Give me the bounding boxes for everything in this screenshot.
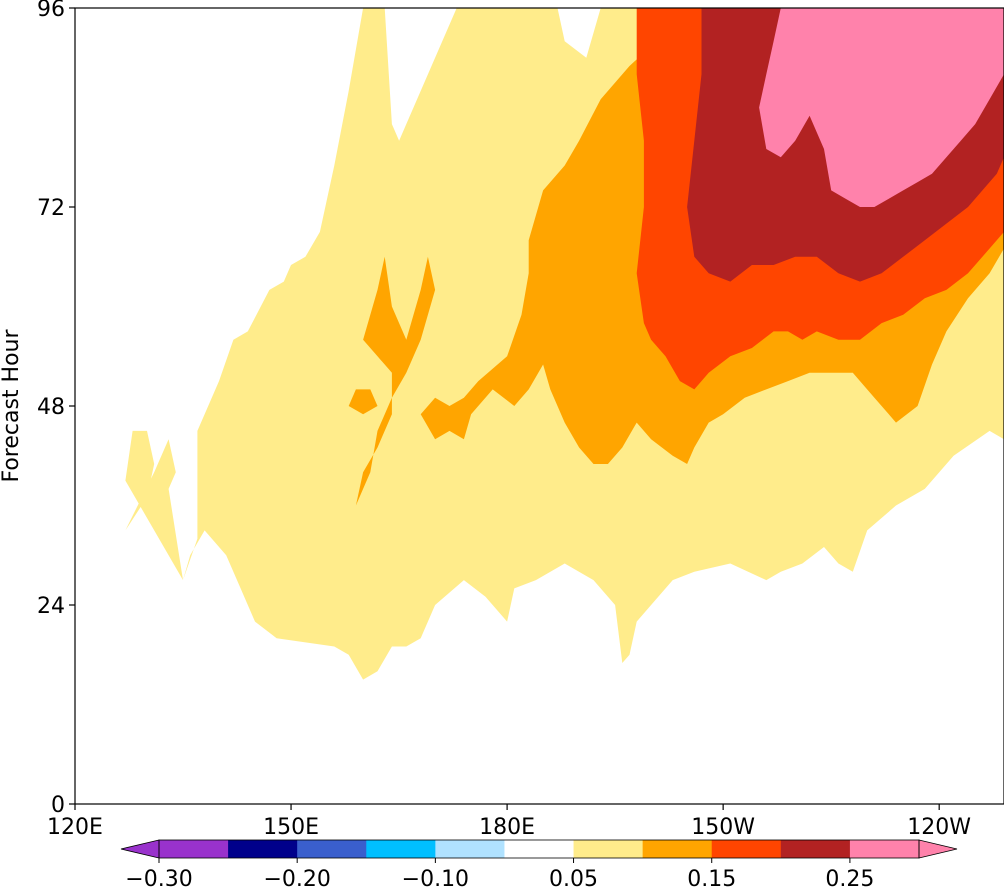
colorbar-extend-high xyxy=(918,839,958,859)
y-tick-label: 96 xyxy=(37,0,65,22)
colorbar: −0.30 −0.20 −0.10 0.05 0.15 0.25 xyxy=(120,839,958,892)
y-axis: 0 24 48 72 96 xyxy=(37,0,75,818)
colorbar-tick-label: −0.20 xyxy=(263,867,330,892)
contour-region-0_1-2 xyxy=(355,256,436,506)
colorbar-swatch xyxy=(366,840,436,858)
x-tick-label: 150E xyxy=(263,815,319,840)
colorbar-swatch xyxy=(780,840,851,858)
colorbar-swatch xyxy=(711,840,782,858)
y-axis-label: Forecast Hour xyxy=(0,329,24,483)
colorbar-swatch xyxy=(435,840,505,858)
colorbar-swatch xyxy=(504,840,575,858)
colorbar-frame xyxy=(158,839,920,859)
y-tick-label: 24 xyxy=(37,594,65,619)
colorbar-tick-label: 0.15 xyxy=(687,867,736,892)
x-tick-label: 180E xyxy=(479,815,535,840)
colorbar-tick-label: 0.05 xyxy=(549,867,598,892)
colorbar-swatch xyxy=(297,840,367,858)
colorbar-extend-low xyxy=(120,839,160,859)
contour-region-0_25-6 xyxy=(759,8,1004,207)
contour-region-0_1-3 xyxy=(348,389,378,415)
y-tick-label: 48 xyxy=(37,395,65,420)
x-tick-label: 120E xyxy=(47,815,103,840)
colorbar-swatch xyxy=(849,840,920,858)
colorbar-tick-label: −0.10 xyxy=(402,867,469,892)
x-tick-label: 150W xyxy=(691,815,755,840)
colorbar-swatch xyxy=(642,840,713,858)
y-tick-label: 72 xyxy=(37,196,65,221)
colorbar-tick-label: −0.30 xyxy=(125,867,192,892)
colorbar-swatch xyxy=(228,840,298,858)
colorbar-tick-label: 0.25 xyxy=(825,867,874,892)
contour-regions xyxy=(125,8,1004,680)
x-tick-label: 120W xyxy=(907,815,971,840)
colorbar-swatch xyxy=(159,840,229,858)
colorbar-swatch xyxy=(573,840,644,858)
x-axis: 120E 150E 180E 150W 120W xyxy=(47,804,971,840)
y-tick-label: 0 xyxy=(51,793,65,818)
